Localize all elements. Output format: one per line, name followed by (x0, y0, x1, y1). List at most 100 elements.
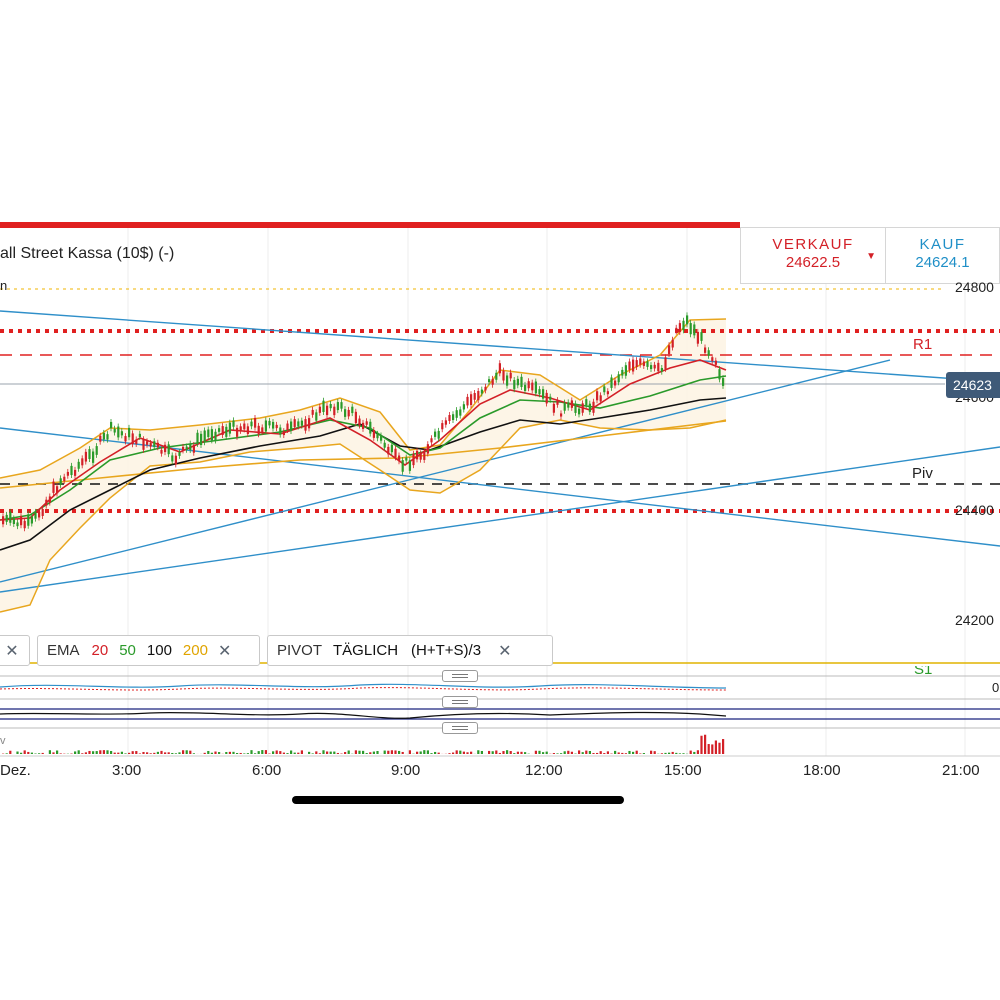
volume-bar (290, 750, 293, 754)
candle-body (387, 446, 390, 455)
volume-bar (682, 753, 685, 754)
candle-body (437, 430, 440, 439)
volume-bar (513, 753, 516, 754)
volume-bar (538, 750, 541, 754)
candle-body (401, 460, 404, 472)
volume-bar (599, 751, 602, 754)
volume-bar (632, 751, 635, 754)
candle-body (689, 323, 692, 335)
volume-bar (5, 753, 8, 754)
candle-body (308, 418, 311, 429)
candle-body (484, 386, 487, 391)
buy-button[interactable]: KAUF 24624.1 (886, 227, 1000, 284)
price-label-24800: 24800 (955, 279, 994, 295)
candle-body (264, 420, 267, 432)
candle-body (275, 424, 278, 429)
volume-bar (545, 751, 548, 754)
candle-body (408, 460, 411, 471)
close-icon[interactable]: ✕ (498, 642, 512, 660)
volume-bar (344, 752, 347, 754)
time-label: 18:00 (803, 762, 841, 779)
volume-bar (160, 750, 163, 754)
volume-bar (336, 752, 339, 754)
candle-body (632, 359, 635, 372)
volume-bar (426, 750, 429, 754)
candle-body (268, 420, 271, 426)
volume-bar (452, 752, 455, 754)
volume-bar (171, 752, 174, 754)
time-label: Dez. (0, 762, 31, 779)
bollinger-chip[interactable]: ✕ (0, 635, 30, 666)
volume-bar (225, 752, 228, 754)
candle-body (174, 455, 177, 465)
volume-bar (459, 750, 462, 754)
candle-body (581, 403, 584, 413)
volume-bar (585, 750, 588, 754)
candle-body (383, 442, 386, 448)
candle-body (70, 465, 73, 476)
drag-handle-icon[interactable] (442, 722, 478, 734)
candle-body (153, 441, 156, 447)
volume-bar (354, 750, 357, 754)
volume-bar (246, 753, 249, 754)
close-icon[interactable]: ✕ (217, 642, 232, 660)
candle-body (372, 430, 375, 438)
candle-body (390, 444, 393, 453)
candle-body (531, 382, 534, 391)
volume-bar (700, 735, 703, 754)
candle-body (315, 412, 318, 421)
volume-bar (423, 750, 426, 754)
close-icon[interactable]: ✕ (5, 642, 19, 660)
drag-handle-icon[interactable] (442, 670, 478, 682)
candle-body (455, 410, 458, 418)
candle-body (596, 391, 599, 401)
volume-bar (387, 750, 390, 754)
drag-handle-icon[interactable] (442, 696, 478, 708)
candle-body (228, 422, 231, 434)
time-label: 3:00 (112, 762, 142, 779)
volume-bar (509, 751, 512, 754)
bollinger-band-fill (0, 319, 726, 612)
ema-chip[interactable]: EMA 20 50 100 200 ✕ (37, 635, 260, 666)
volume-bar (498, 752, 501, 754)
candle-body (441, 423, 444, 430)
candle-body (588, 403, 591, 412)
volume-bar (52, 752, 55, 754)
volume-bar (113, 752, 116, 754)
volume-bar (376, 750, 379, 754)
volume-bar (675, 752, 678, 754)
price-label-24200: 24200 (955, 612, 994, 628)
candle-body (538, 389, 541, 395)
candle-body (527, 381, 530, 389)
volume-bar (578, 750, 581, 754)
candle-body (419, 453, 422, 460)
volume-bar (110, 750, 113, 754)
candle-body (495, 372, 498, 380)
volume-bar (282, 752, 285, 754)
candle-body (171, 455, 174, 462)
volume-bar (664, 752, 667, 754)
candle-body (376, 433, 379, 439)
volume-bar (124, 753, 127, 754)
volume-bar (394, 750, 397, 754)
candle-body (675, 327, 678, 332)
candle-body (293, 419, 296, 427)
macd-zero-label: 0 (992, 680, 1000, 695)
volume-bar (30, 752, 33, 754)
candle-body (167, 444, 170, 455)
candle-body (329, 404, 332, 409)
volume-bar (603, 753, 606, 754)
candle-body (142, 439, 145, 450)
candle-body (668, 345, 671, 354)
candle-body (509, 372, 512, 379)
volume-bar (639, 753, 642, 754)
candle-body (354, 411, 357, 424)
candle-body (290, 421, 293, 432)
volume-bar (297, 752, 300, 754)
candle-body (714, 360, 717, 365)
sell-button[interactable]: VERKAUF 24622.5 ▼ (740, 227, 886, 284)
pivot-chip[interactable]: PIVOT TÄGLICH (H+T+S)/3 ✕ (267, 635, 553, 666)
volume-bar (164, 752, 167, 754)
candle-body (81, 458, 84, 466)
